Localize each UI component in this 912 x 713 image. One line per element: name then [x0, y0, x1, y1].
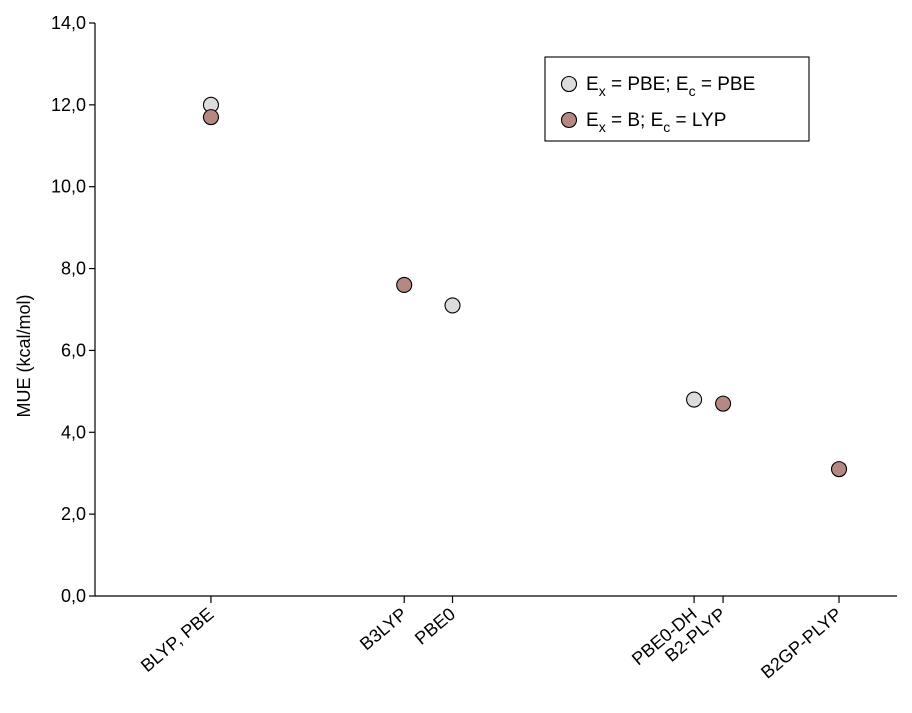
point-lyp [396, 276, 413, 293]
legend: Ex = PBE; Ec = PBE Ex = B; Ec = LYP [544, 56, 810, 142]
y-tick-label: 6,0 [61, 340, 86, 360]
y-tick-label: 2,0 [61, 504, 86, 524]
point-lyp [202, 109, 220, 126]
y-tick-label: 10,0 [51, 177, 86, 197]
x-tick-label: PBE0 [411, 604, 459, 649]
y-tick-label: 12,0 [51, 95, 86, 115]
y-tick-label: 4,0 [61, 422, 86, 442]
y-axis-title: MUE (kcal/mol) [14, 294, 34, 417]
point-lyp [715, 395, 732, 412]
y-tick-label: 0,0 [61, 586, 86, 606]
point-lyp [830, 461, 848, 478]
x-tick-label: B2GP-PLYP [757, 604, 845, 683]
point-pbe [686, 391, 703, 408]
legend-box [544, 56, 810, 142]
axes [94, 23, 897, 597]
y-tick-label: 14,0 [51, 13, 86, 33]
x-tick-label: B3LYP [356, 604, 411, 654]
point-pbe [444, 297, 461, 314]
legend-label-pbe: Ex = PBE; Ec = PBE [586, 74, 755, 99]
legend-label-lyp: Ex = B; Ec = LYP [586, 110, 726, 135]
y-tick-label: 8,0 [61, 259, 86, 279]
data-points [202, 96, 848, 478]
legend-marker-lyp [560, 111, 578, 129]
legend-marker-pbe [560, 75, 578, 93]
x-tick-label: BLYP, PBE [137, 604, 218, 676]
